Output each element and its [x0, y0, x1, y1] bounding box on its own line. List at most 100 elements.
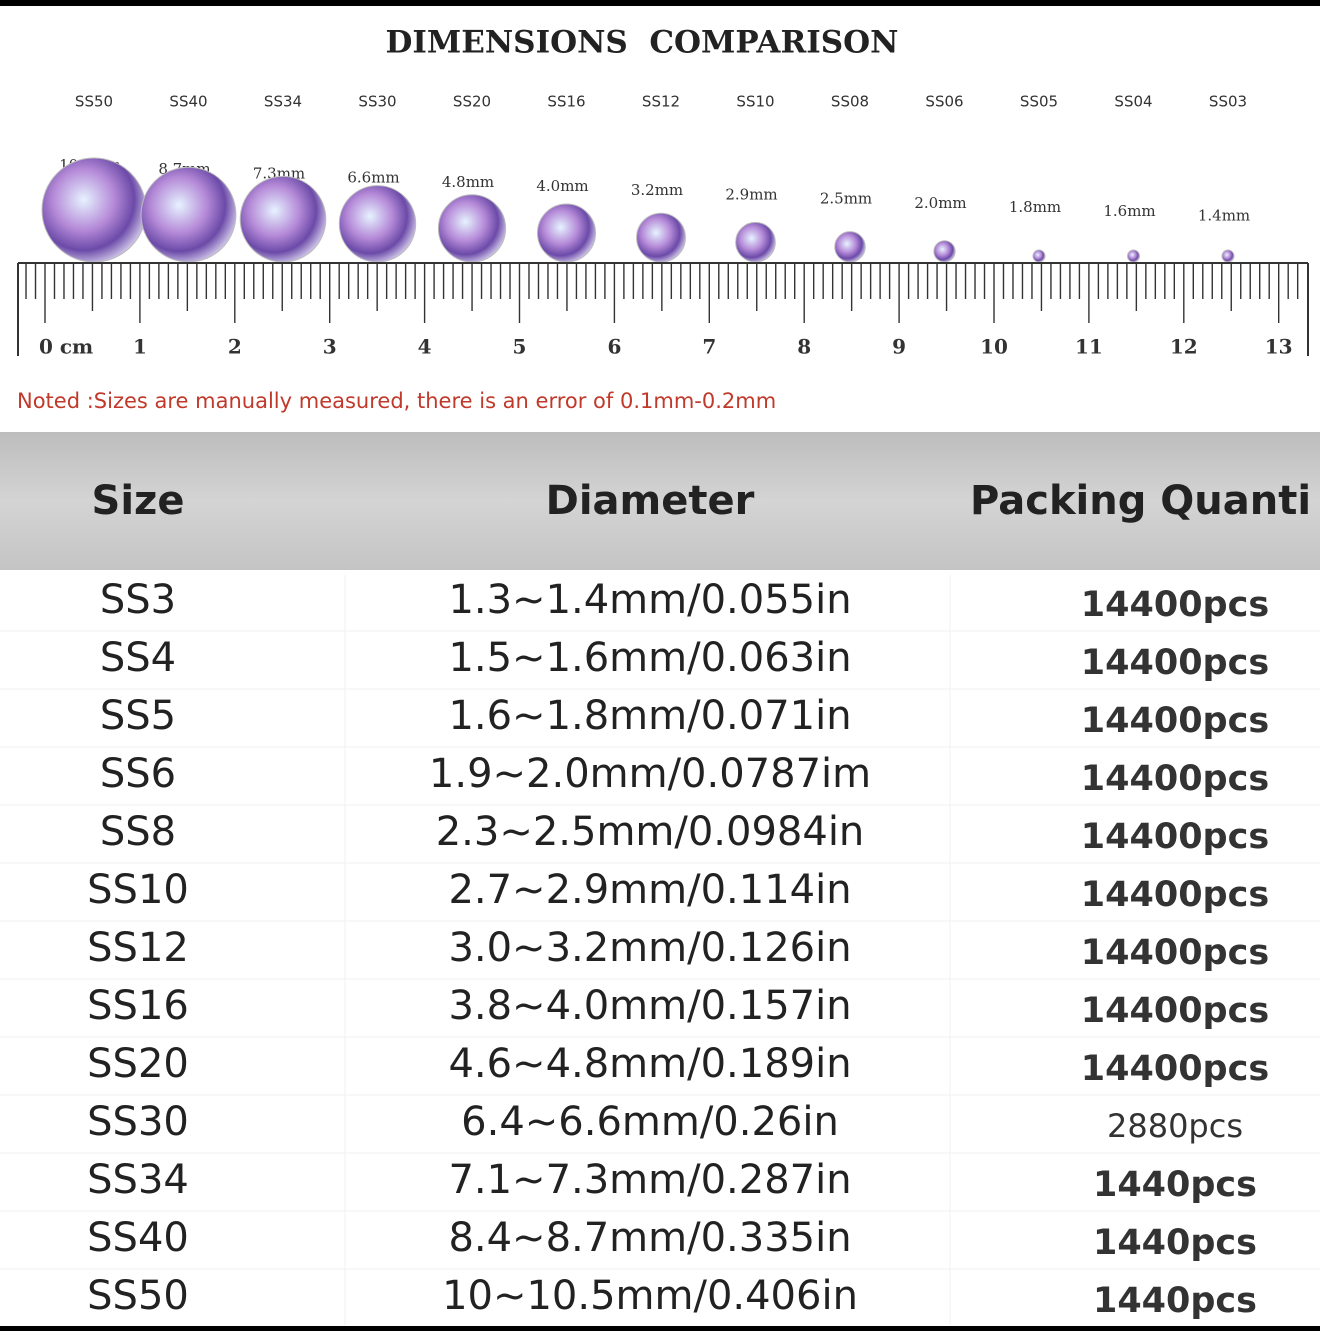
ruler-label: 5: [513, 335, 527, 359]
diameter-cell: 4.6~4.8mm/0.189in: [448, 1041, 851, 1087]
diameter-cell: 2.7~2.9mm/0.114in: [448, 867, 851, 913]
stone: [41, 157, 147, 263]
size-cell: SS10: [87, 867, 189, 913]
ruler-label: 10: [980, 335, 1008, 359]
stone: [834, 231, 866, 263]
bottom-border: [0, 1326, 1320, 1331]
quantity-cell: 14400pcs: [1081, 933, 1269, 973]
content: SS5010.5mmSS408.7mmSS347.3mmSS306.6mmSS2…: [0, 93, 1320, 1325]
stone-diameter: 2.0mm: [914, 194, 966, 212]
stone-size: SS08: [831, 93, 869, 111]
stone: [239, 175, 327, 263]
size-cell: SS4: [100, 635, 176, 681]
stone: [1127, 249, 1140, 263]
diameter-cell: 1.9~2.0mm/0.0787im: [429, 751, 871, 797]
quantity-cell: 14400pcs: [1081, 991, 1269, 1031]
quantity-cell: 14400pcs: [1081, 701, 1269, 741]
stone-diameter: 4.8mm: [442, 173, 494, 191]
stone-diameter: 2.5mm: [820, 190, 872, 208]
diameter-cell: 2.3~2.5mm/0.0984in: [436, 809, 865, 855]
stone: [537, 203, 596, 263]
stone-size: SS05: [1020, 93, 1058, 111]
table-header-cell: Diameter: [546, 478, 755, 524]
quantity-cell: 14400pcs: [1081, 1049, 1269, 1089]
stone-size: SS03: [1209, 93, 1247, 111]
stone: [338, 185, 417, 263]
stone: [1032, 249, 1046, 263]
table-header-cell: Size: [92, 478, 185, 524]
diameter-cell: 3.0~3.2mm/0.126in: [448, 925, 851, 971]
stone-size: SS06: [925, 93, 963, 111]
stone-diameter: 1.4mm: [1198, 206, 1250, 224]
ruler-label: 12: [1170, 335, 1198, 359]
diameter-cell: 1.5~1.6mm/0.063in: [448, 635, 851, 681]
stone-size: SS10: [736, 93, 774, 111]
diameter-cell: 3.8~4.0mm/0.157in: [448, 983, 851, 1029]
stone: [933, 240, 956, 263]
diameter-cell: 7.1~7.3mm/0.287in: [448, 1157, 851, 1203]
stone: [140, 166, 237, 263]
stone-diameter: 4.0mm: [536, 177, 588, 195]
stone-size: SS40: [169, 93, 207, 111]
stone-diameter: 1.8mm: [1009, 198, 1061, 216]
size-cell: SS34: [87, 1157, 189, 1203]
top-border: [0, 0, 1320, 6]
quantity-cell: 14400pcs: [1081, 585, 1269, 625]
ruler-label: 2: [228, 335, 242, 359]
stone: [636, 212, 686, 263]
size-cell: SS40: [87, 1215, 189, 1261]
stone: [437, 194, 507, 263]
size-cell: SS5: [100, 693, 176, 739]
size-cell: SS3: [100, 577, 176, 623]
ruler-label: 7: [702, 335, 716, 359]
stone-size: SS20: [453, 93, 491, 111]
diameter-cell: 10~10.5mm/0.406in: [442, 1273, 858, 1319]
quantity-cell: 1440pcs: [1093, 1223, 1257, 1263]
ruler-label: 6: [607, 335, 621, 359]
table-header-cell: Packing Quanti: [970, 478, 1311, 524]
stone-size: SS12: [642, 93, 680, 111]
size-cell: SS12: [87, 925, 189, 971]
size-cell: SS30: [87, 1099, 189, 1145]
stone-size: SS16: [547, 93, 585, 111]
ruler-label: 13: [1265, 335, 1293, 359]
diameter-cell: 1.6~1.8mm/0.071in: [448, 693, 851, 739]
ruler-label: 1: [133, 335, 147, 359]
stone: [735, 221, 776, 263]
quantity-cell: 14400pcs: [1081, 759, 1269, 799]
quantity-cell: 1440pcs: [1093, 1281, 1257, 1321]
ruler-label: 8: [797, 335, 811, 359]
stone: [1221, 249, 1235, 263]
stone-size: SS50: [75, 93, 113, 111]
quantity-cell: 14400pcs: [1081, 875, 1269, 915]
stone-size: SS04: [1114, 93, 1152, 111]
ruler-label: 4: [418, 335, 432, 359]
quantity-cell: 1440pcs: [1093, 1165, 1257, 1205]
size-cell: SS50: [87, 1273, 189, 1319]
stone-diameter: 3.2mm: [631, 181, 683, 199]
table-header-band: [0, 432, 1320, 570]
ruler-label: 0 cm: [39, 335, 93, 359]
stone-size: SS30: [358, 93, 396, 111]
stone-diameter: 1.6mm: [1103, 202, 1155, 220]
quantity-cell: 14400pcs: [1081, 643, 1269, 683]
ruler-label: 11: [1075, 335, 1103, 359]
quantity-cell: 2880pcs: [1107, 1107, 1243, 1145]
stone-size: SS34: [264, 93, 302, 111]
ruler-label: 9: [892, 335, 906, 359]
size-cell: SS20: [87, 1041, 189, 1087]
diameter-cell: 8.4~8.7mm/0.335in: [448, 1215, 851, 1261]
quantity-cell: 14400pcs: [1081, 817, 1269, 857]
stone-diameter: 6.6mm: [347, 169, 399, 187]
size-cell: SS6: [100, 751, 176, 797]
note: Noted :Sizes are manually measured, ther…: [17, 389, 776, 413]
size-cell: SS16: [87, 983, 189, 1029]
stone-diameter: 2.9mm: [725, 185, 777, 203]
ruler-label: 3: [323, 335, 337, 359]
diameter-cell: 1.3~1.4mm/0.055in: [448, 577, 851, 623]
size-cell: SS8: [100, 809, 176, 855]
diameter-cell: 6.4~6.6mm/0.26in: [461, 1099, 839, 1145]
title: DIMENSIONS COMPARISON: [386, 25, 899, 61]
